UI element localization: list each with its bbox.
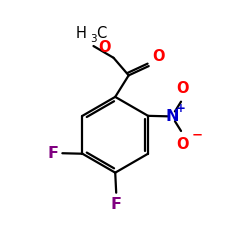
Text: 3: 3	[90, 34, 97, 43]
Text: −: −	[192, 129, 203, 142]
Text: O: O	[176, 81, 188, 96]
Text: O: O	[176, 137, 188, 152]
Text: N: N	[166, 109, 179, 124]
Text: O: O	[98, 40, 111, 55]
Text: C: C	[96, 26, 106, 41]
Text: O: O	[152, 49, 165, 64]
Text: H: H	[75, 26, 86, 41]
Text: +: +	[176, 102, 186, 115]
Text: F: F	[111, 196, 122, 212]
Text: F: F	[48, 146, 58, 161]
